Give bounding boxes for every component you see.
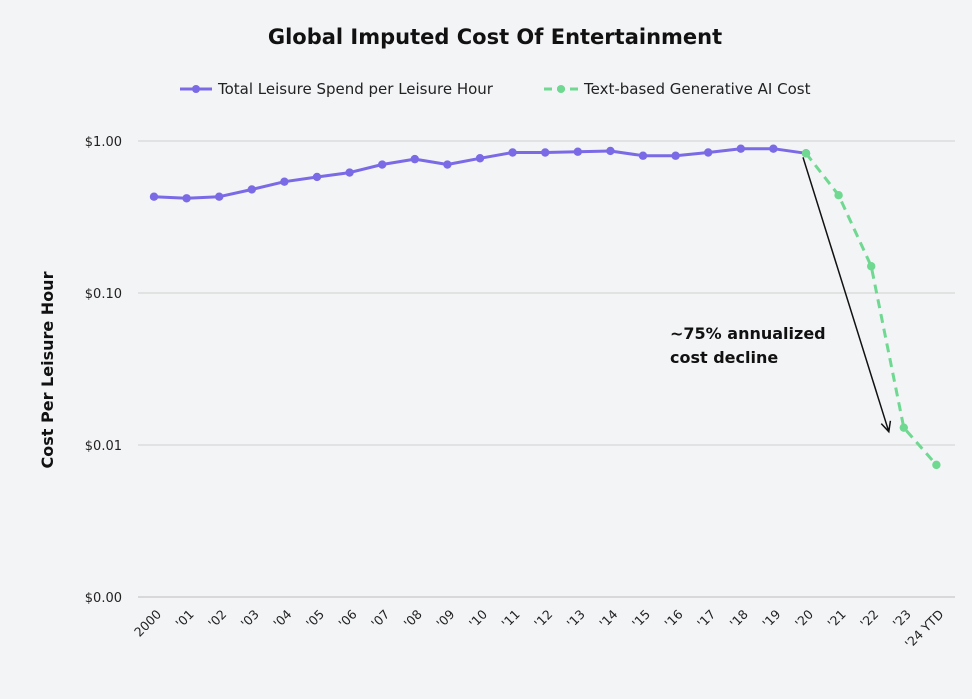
data-point — [671, 151, 680, 160]
data-point — [899, 423, 908, 432]
x-tick-label: '20 — [792, 606, 816, 630]
x-tick-label: '14 — [596, 606, 620, 630]
data-point — [508, 148, 517, 157]
legend-label-series-1: Total Leisure Spend per Leisure Hour — [217, 80, 494, 98]
annotation-arrow — [802, 157, 890, 432]
data-point — [475, 154, 485, 163]
y-tick-label: $0.10 — [85, 287, 122, 302]
legend-label-series-2: Text-based Generative AI Cost — [583, 80, 811, 98]
x-tick-label: '07 — [368, 607, 392, 631]
x-tick-label: '15 — [629, 607, 653, 631]
chart-title: Global Imputed Cost Of Entertainment — [268, 25, 722, 49]
data-point — [182, 194, 191, 203]
annotation-arrowhead — [880, 420, 892, 434]
x-tick-label: '04 — [270, 606, 294, 630]
annotation-text-line: cost decline — [670, 348, 778, 367]
y-tick-label: $0.00 — [85, 591, 122, 606]
x-tick-label: '21 — [824, 607, 848, 631]
data-point — [149, 192, 159, 201]
data-point — [736, 144, 745, 153]
data-point — [573, 147, 582, 156]
x-tick-label: '06 — [335, 606, 359, 630]
x-tick-label: '13 — [564, 607, 588, 631]
data-point — [834, 190, 843, 200]
x-tick-label: '23 — [890, 607, 914, 631]
legend: Total Leisure Spend per Leisure Hour Tex… — [180, 80, 811, 98]
series-layer — [149, 144, 941, 470]
data-point — [606, 146, 615, 156]
x-tick-label: '18 — [727, 606, 751, 630]
legend-item-series-1: Total Leisure Spend per Leisure Hour — [180, 80, 494, 98]
x-tick-label: '11 — [498, 607, 522, 631]
x-tick-label: '17 — [694, 607, 718, 631]
x-tick-label: '02 — [205, 607, 229, 631]
data-point — [541, 148, 550, 157]
data-point — [867, 262, 876, 271]
x-tick-label: '01 — [172, 607, 196, 631]
legend-marker-series-2 — [557, 85, 565, 93]
y-axis-label: Cost Per Leisure Hour — [38, 271, 57, 468]
data-point — [215, 192, 224, 201]
annotation-text-line: ~75% annualized — [670, 324, 826, 343]
series-line-2 — [804, 152, 938, 466]
data-point — [345, 168, 354, 177]
data-point — [443, 160, 452, 169]
data-point — [932, 460, 941, 470]
x-tick-label: '12 — [531, 607, 555, 631]
y-axis-ticks: $1.00 $0.10 $0.01 $0.00 — [85, 135, 122, 606]
y-tick-label: $1.00 — [85, 135, 122, 150]
data-point — [704, 148, 713, 157]
y-tick-label: $0.01 — [85, 439, 122, 454]
x-tick-label: '22 — [857, 607, 881, 631]
x-tick-label: '05 — [303, 607, 327, 631]
data-point — [312, 172, 322, 182]
data-point — [378, 160, 387, 169]
data-point — [247, 185, 256, 194]
x-tick-label: '10 — [466, 606, 490, 630]
x-tick-label: '16 — [661, 606, 685, 630]
data-point — [769, 144, 778, 153]
x-axis-ticks: 2000 '01 '02 '03 '04 '05 '06 '07 '08 '09 '10 '11 '12… — [131, 606, 947, 651]
data-point — [280, 177, 289, 186]
legend-item-series-2: Text-based Generative AI Cost — [544, 80, 811, 98]
x-tick-label: '19 — [759, 606, 783, 630]
data-point — [638, 151, 648, 160]
data-point — [801, 149, 811, 158]
x-tick-label: '03 — [238, 607, 262, 631]
x-tick-label: 2000 — [131, 606, 164, 639]
grid — [138, 140, 955, 598]
x-tick-label: '08 — [401, 606, 425, 630]
x-tick-label: '09 — [433, 606, 457, 630]
annotation: ~75% annualized cost decline — [670, 157, 892, 434]
legend-marker-series-1 — [192, 85, 200, 93]
data-point — [410, 154, 419, 164]
